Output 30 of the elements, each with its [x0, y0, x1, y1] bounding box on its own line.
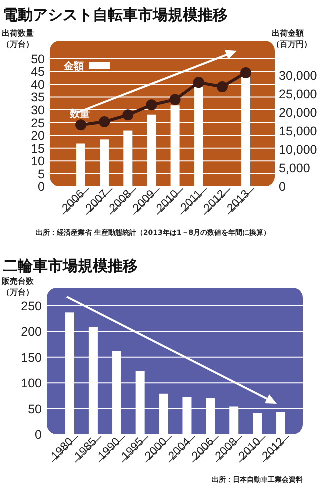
- y2-tick-label: 30,000: [279, 69, 318, 84]
- y2-tick-label: 25,000: [279, 88, 318, 102]
- y-tick-label: 50: [28, 402, 42, 416]
- y-tick-label: 35: [31, 90, 46, 105]
- y-tick-label: 100: [21, 376, 42, 391]
- y-tick-label: 30: [31, 104, 46, 118]
- legend-label: 金額: [63, 60, 84, 72]
- y-tick-label: 15: [31, 142, 46, 156]
- y-tick-label: 5: [38, 167, 46, 182]
- y2-tick-label: 0: [279, 180, 286, 194]
- y-tick-label: 250: [21, 299, 42, 314]
- chart-title: 二輪車市場規模推移: [3, 257, 138, 275]
- y2-axis-title: 出荷金額（百万円）: [272, 28, 313, 50]
- y-tick-label: 40: [31, 78, 46, 92]
- y-tick-label: 25: [31, 116, 46, 130]
- y2-tick-label: 15,000: [279, 124, 318, 139]
- y-tick-label: 20: [31, 129, 46, 144]
- y2-tick-label: 5,000: [279, 162, 310, 176]
- y-tick-label: 200: [21, 325, 42, 340]
- chart-title: 電動アシスト自転車市場規模推移: [3, 6, 228, 24]
- y-tick-label: 10: [31, 154, 46, 169]
- y-axis-title: 出荷数量（万台）: [2, 28, 35, 50]
- y-tick-label: 45: [31, 65, 46, 80]
- y-tick-label: 0: [35, 428, 42, 442]
- y2-tick-label: 20,000: [279, 106, 318, 120]
- y-axis-title: 販売台数（万台）: [2, 276, 35, 298]
- y2-tick-label: 10,000: [279, 143, 318, 158]
- y-tick-label: 0: [38, 180, 46, 194]
- y-tick-label: 50: [31, 52, 46, 66]
- y-tick-label: 150: [21, 350, 42, 365]
